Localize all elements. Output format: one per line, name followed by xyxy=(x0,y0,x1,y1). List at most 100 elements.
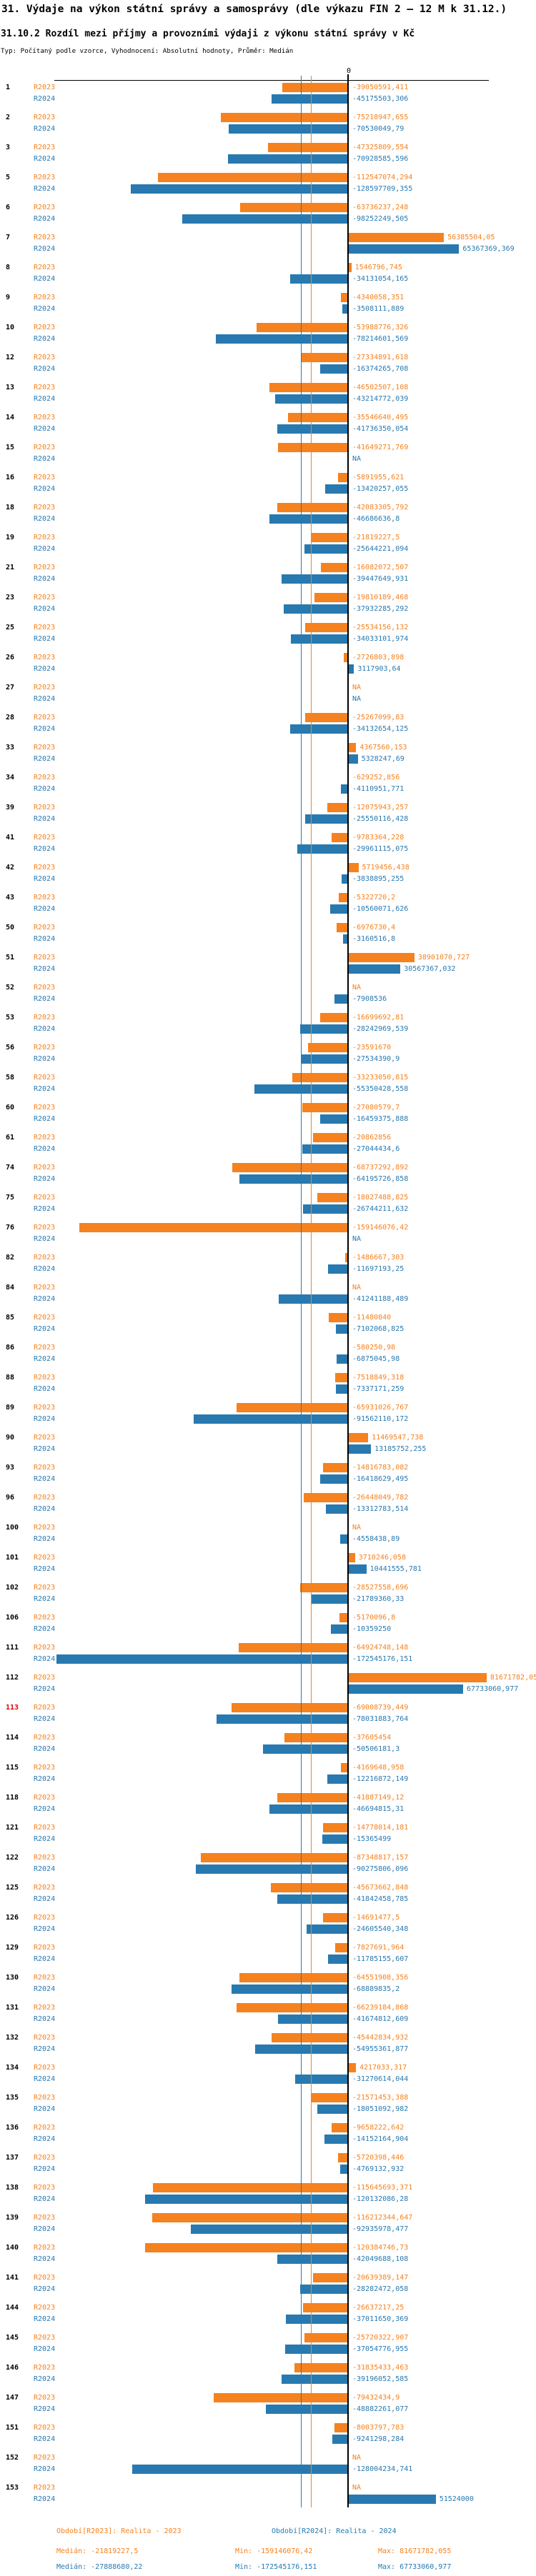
bar-r2024[interactable] xyxy=(277,424,348,434)
bar-r2023[interactable] xyxy=(349,743,357,752)
bar-r2024[interactable] xyxy=(325,1504,348,1514)
bar-r2023[interactable] xyxy=(323,1823,348,1832)
bar-r2023[interactable] xyxy=(302,353,348,362)
bar-r2023[interactable] xyxy=(305,713,348,722)
bar-r2023[interactable] xyxy=(304,2333,348,2342)
bar-r2024[interactable] xyxy=(290,274,348,284)
bar-r2024[interactable] xyxy=(290,724,348,734)
bar-r2023[interactable] xyxy=(345,1253,348,1262)
bar-r2024[interactable] xyxy=(302,1204,348,1214)
bar-r2023[interactable] xyxy=(152,2183,348,2192)
bar-r2024[interactable] xyxy=(328,1264,348,1274)
bar-r2023[interactable] xyxy=(237,1403,348,1412)
bar-r2024[interactable] xyxy=(336,1324,348,1334)
bar-r2024[interactable] xyxy=(182,214,348,224)
bar-r2023[interactable] xyxy=(236,2003,348,2012)
bar-r2024[interactable] xyxy=(349,754,358,764)
bar-r2023[interactable] xyxy=(339,893,348,902)
bar-r2023[interactable] xyxy=(341,1763,348,1772)
bar-r2024[interactable] xyxy=(145,2195,348,2204)
bar-r2023[interactable] xyxy=(271,1883,348,1892)
bar-r2024[interactable] xyxy=(328,1955,348,1964)
bar-r2024[interactable] xyxy=(131,2465,348,2474)
bar-r2023[interactable] xyxy=(158,173,348,182)
bar-r2024[interactable] xyxy=(311,1594,348,1604)
bar-r2023[interactable] xyxy=(292,1073,348,1082)
bar-r2023[interactable] xyxy=(257,323,348,332)
bar-r2023[interactable] xyxy=(277,443,348,452)
bar-r2024[interactable] xyxy=(317,2105,348,2114)
bar-r2024[interactable] xyxy=(330,1624,348,1634)
bar-r2024[interactable] xyxy=(191,2225,348,2234)
bar-r2023[interactable] xyxy=(349,1553,355,1562)
bar-r2023[interactable] xyxy=(304,623,348,632)
bar-r2024[interactable] xyxy=(322,1834,348,1844)
bar-r2024[interactable] xyxy=(195,1864,348,1874)
bar-r2024[interactable] xyxy=(349,2495,436,2504)
bar-r2023[interactable] xyxy=(336,923,348,932)
bar-r2023[interactable] xyxy=(269,383,348,392)
bar-r2023[interactable] xyxy=(338,2153,348,2162)
bar-r2023[interactable] xyxy=(302,1103,348,1112)
bar-r2023[interactable] xyxy=(294,2363,348,2372)
bar-r2023[interactable] xyxy=(308,1043,348,1052)
bar-r2024[interactable] xyxy=(269,1804,348,1814)
bar-r2024[interactable] xyxy=(239,1174,348,1184)
bar-r2024[interactable] xyxy=(340,1534,348,1544)
bar-r2023[interactable] xyxy=(314,593,348,602)
bar-r2023[interactable] xyxy=(232,1703,348,1712)
bar-r2023[interactable] xyxy=(79,1223,348,1232)
bar-r2024[interactable] xyxy=(324,2135,348,2144)
bar-r2024[interactable] xyxy=(349,244,460,254)
bar-r2024[interactable] xyxy=(285,2345,348,2354)
bar-r2023[interactable] xyxy=(288,413,348,422)
bar-r2023[interactable] xyxy=(334,1943,348,1952)
bar-r2023[interactable] xyxy=(271,2033,348,2042)
bar-r2024[interactable] xyxy=(278,1294,348,1304)
bar-r2023[interactable] xyxy=(340,293,348,302)
bar-r2024[interactable] xyxy=(341,784,348,794)
bar-r2023[interactable] xyxy=(221,113,348,122)
bar-r2023[interactable] xyxy=(349,863,359,872)
bar-r2024[interactable] xyxy=(284,604,348,614)
bar-r2024[interactable] xyxy=(193,1414,348,1424)
bar-r2023[interactable] xyxy=(277,1793,348,1802)
bar-r2023[interactable] xyxy=(327,803,348,812)
bar-r2023[interactable] xyxy=(313,2273,348,2282)
bar-r2023[interactable] xyxy=(323,1463,348,1472)
bar-r2023[interactable] xyxy=(277,503,348,512)
bar-r2024[interactable] xyxy=(349,964,401,974)
bar-r2023[interactable] xyxy=(303,1493,348,1502)
bar-r2023[interactable] xyxy=(335,1373,348,1382)
bar-r2023[interactable] xyxy=(312,1133,348,1142)
bar-r2024[interactable] xyxy=(342,934,348,944)
bar-r2024[interactable] xyxy=(304,814,348,824)
bar-r2023[interactable] xyxy=(343,653,348,662)
bar-r2023[interactable] xyxy=(299,1583,348,1592)
bar-r2023[interactable] xyxy=(349,233,445,242)
bar-r2024[interactable] xyxy=(327,1774,348,1784)
bar-r2024[interactable] xyxy=(216,1714,348,1724)
bar-r2023[interactable] xyxy=(200,1853,348,1862)
bar-r2023[interactable] xyxy=(312,2093,348,2102)
bar-r2024[interactable] xyxy=(131,184,348,194)
bar-r2023[interactable] xyxy=(339,1613,348,1622)
bar-r2024[interactable] xyxy=(269,514,348,524)
bar-r2024[interactable] xyxy=(277,1894,348,1904)
bar-r2024[interactable] xyxy=(285,2315,348,2324)
bar-r2023[interactable] xyxy=(334,2423,348,2432)
bar-r2024[interactable] xyxy=(330,904,348,914)
bar-r2024[interactable] xyxy=(341,874,348,884)
bar-r2023[interactable] xyxy=(268,143,348,152)
bar-r2023[interactable] xyxy=(282,83,348,92)
bar-r2023[interactable] xyxy=(338,473,348,482)
bar-r2023[interactable] xyxy=(240,203,348,212)
bar-r2024[interactable] xyxy=(304,544,348,554)
bar-r2024[interactable] xyxy=(282,2375,348,2384)
bar-r2024[interactable] xyxy=(349,664,354,674)
bar-r2023[interactable] xyxy=(214,2393,348,2402)
bar-r2024[interactable] xyxy=(277,2255,348,2264)
bar-r2024[interactable] xyxy=(332,2435,348,2444)
bar-r2024[interactable] xyxy=(265,2405,348,2414)
bar-r2023[interactable] xyxy=(311,533,348,542)
